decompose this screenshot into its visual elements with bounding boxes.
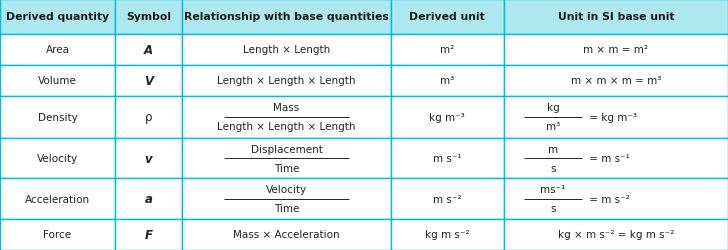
Bar [115,138,182,179]
Text: m³: m³ [546,122,561,132]
Text: Displacement: Displacement [250,144,323,154]
Bar [504,138,728,179]
Text: Length × Length × Length: Length × Length × Length [217,76,356,86]
Text: ms⁻¹: ms⁻¹ [540,184,566,194]
Text: Relationship with base quantities: Relationship with base quantities [184,12,389,22]
Bar [504,0,728,35]
Bar [391,179,504,219]
Bar [182,138,391,179]
Bar [0,0,115,35]
Text: m s⁻¹: m s⁻¹ [433,154,462,164]
Bar [115,66,182,96]
Bar [391,138,504,179]
Bar [0,35,115,66]
Text: Velocity: Velocity [266,184,307,194]
Text: Velocity: Velocity [37,154,78,164]
Text: m × m = m²: m × m = m² [583,45,649,55]
Text: m: m [548,144,558,154]
Bar [391,35,504,66]
Text: A: A [144,44,153,57]
Text: Area: Area [46,45,69,55]
Bar [391,96,504,138]
Text: = m s⁻²: = m s⁻² [586,194,630,204]
Text: s: s [550,163,556,173]
Bar [504,96,728,138]
Text: m²: m² [440,45,454,55]
Bar [391,0,504,35]
Text: m³: m³ [440,76,454,86]
Text: Length × Length × Length: Length × Length × Length [217,122,356,132]
Text: Unit in SI base unit: Unit in SI base unit [558,12,674,22]
Text: Volume: Volume [38,76,77,86]
Text: Mass × Acceleration: Mass × Acceleration [233,230,340,239]
Text: m × m × m = m³: m × m × m = m³ [571,76,661,86]
Text: Time: Time [274,163,299,173]
Text: m s⁻²: m s⁻² [433,194,462,204]
Bar [0,179,115,219]
Bar [115,96,182,138]
Text: Derived quantity: Derived quantity [6,12,109,22]
Text: kg m s⁻²: kg m s⁻² [425,230,470,239]
Bar [391,66,504,96]
Bar [115,35,182,66]
Text: a: a [145,192,152,205]
Bar [0,66,115,96]
Bar [0,138,115,179]
Text: Derived unit: Derived unit [409,12,486,22]
Text: kg × m s⁻² = kg m s⁻²: kg × m s⁻² = kg m s⁻² [558,230,674,239]
Text: Acceleration: Acceleration [25,194,90,204]
Text: Symbol: Symbol [126,12,171,22]
Bar [504,219,728,250]
Text: kg m⁻³: kg m⁻³ [430,112,465,122]
Text: V: V [144,75,153,88]
Text: Mass: Mass [273,103,300,113]
Text: = m s⁻¹: = m s⁻¹ [586,154,630,164]
Text: F: F [145,228,152,241]
Bar [391,219,504,250]
Text: Force: Force [44,230,71,239]
Bar [182,0,391,35]
Bar [0,96,115,138]
Text: ρ: ρ [145,111,152,124]
Bar [182,219,391,250]
Bar [115,219,182,250]
Bar [115,0,182,35]
Bar [504,66,728,96]
Bar [182,179,391,219]
Text: v: v [145,152,152,165]
Text: Length × Length: Length × Length [243,45,330,55]
Bar [115,179,182,219]
Text: Time: Time [274,203,299,213]
Text: = kg m⁻³: = kg m⁻³ [586,112,637,122]
Bar [182,66,391,96]
Text: kg: kg [547,103,560,113]
Bar [504,179,728,219]
Text: s: s [550,203,556,213]
Text: Density: Density [38,112,77,122]
Bar [0,219,115,250]
Bar [182,96,391,138]
Bar [182,35,391,66]
Bar [504,35,728,66]
